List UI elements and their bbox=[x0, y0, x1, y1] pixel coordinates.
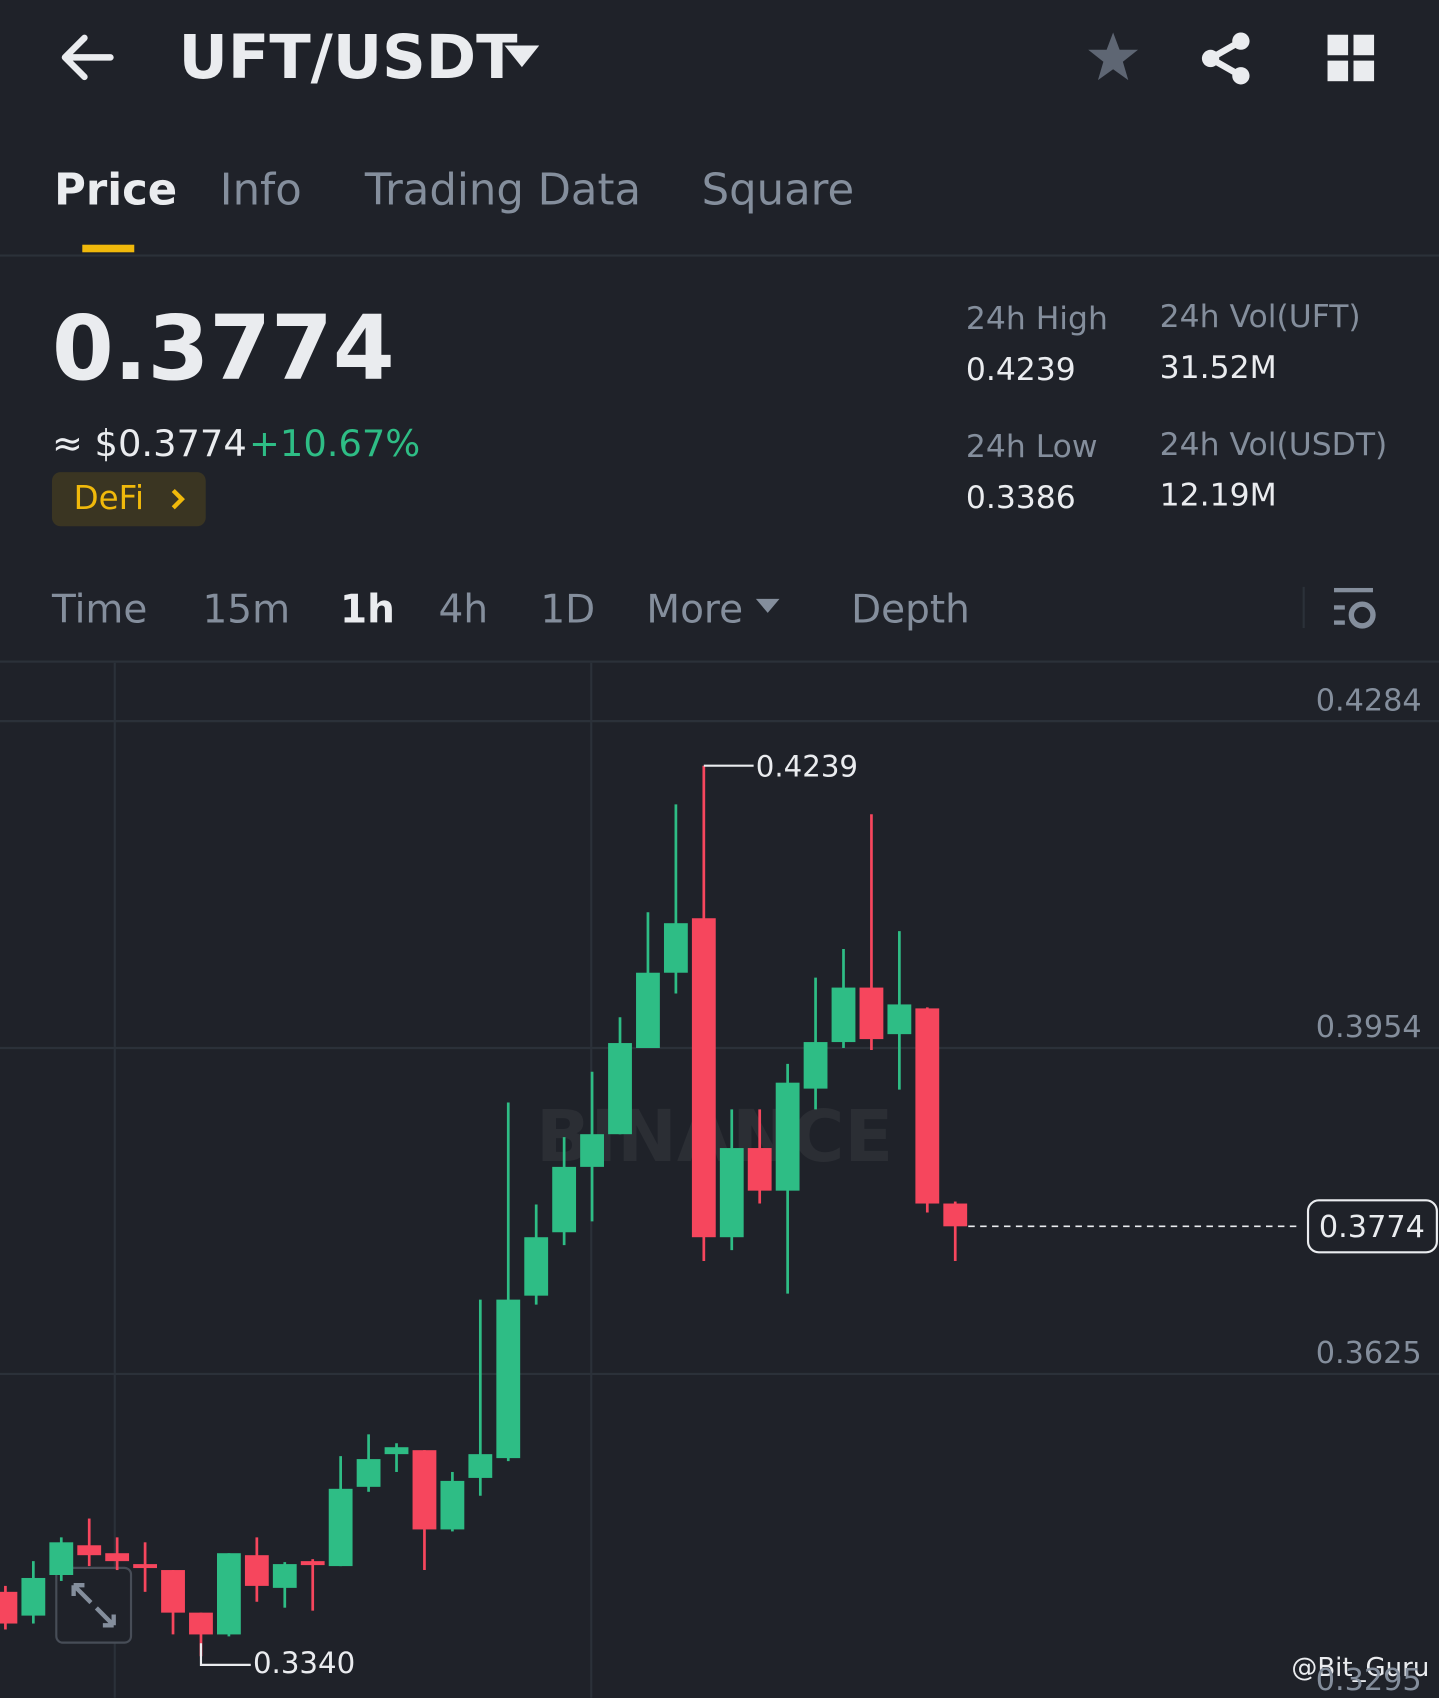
interval[interactable]: 1h bbox=[339, 587, 395, 633]
tab[interactable]: Info bbox=[219, 165, 302, 216]
interval[interactable]: Depth bbox=[851, 587, 970, 633]
stat-value: 31.52M bbox=[1159, 348, 1277, 386]
y-tick-label: 0.4284 bbox=[1316, 683, 1422, 718]
pair-dropdown[interactable] bbox=[504, 45, 540, 69]
stat-value: 12.19M bbox=[1159, 476, 1277, 514]
interval[interactable]: More bbox=[646, 587, 744, 633]
tag-badge[interactable]: DeFi bbox=[51, 472, 206, 527]
candle-body bbox=[272, 1564, 297, 1588]
more-dropdown[interactable] bbox=[755, 598, 780, 614]
candle-body bbox=[831, 987, 856, 1043]
divider bbox=[0, 660, 1439, 663]
candle-body bbox=[663, 923, 688, 973]
tab[interactable]: Square bbox=[701, 165, 855, 216]
last-price: 0.3774 bbox=[51, 297, 395, 401]
candle-body bbox=[608, 1043, 632, 1135]
candle-body bbox=[216, 1553, 241, 1635]
stat-label: 24h High bbox=[965, 299, 1108, 337]
candle-body bbox=[384, 1447, 409, 1455]
last-price-box bbox=[1306, 1199, 1438, 1254]
divider bbox=[0, 254, 1439, 257]
candle-body bbox=[0, 1591, 18, 1624]
credit: @Bit_Guru bbox=[1291, 1653, 1429, 1683]
candle-body bbox=[691, 918, 716, 1238]
y-tick-label: 0.3295 bbox=[1316, 1663, 1422, 1698]
candle-body bbox=[244, 1555, 269, 1586]
interval[interactable]: 1D bbox=[540, 587, 596, 633]
candle-body bbox=[300, 1561, 325, 1566]
tab[interactable]: Trading Data bbox=[364, 165, 642, 216]
candle-body bbox=[915, 1008, 940, 1204]
price-change: +10.67% bbox=[249, 422, 421, 466]
stat-value: 0.4239 bbox=[965, 350, 1076, 388]
candle-body bbox=[161, 1570, 185, 1613]
pair-title[interactable]: UFT/USDT bbox=[178, 22, 518, 94]
candle-body bbox=[636, 972, 660, 1049]
candle-body bbox=[133, 1564, 158, 1569]
min-marker-line bbox=[199, 1643, 251, 1666]
candlestick-chart: BINANCE @Bit_Guru 0.42840.39540.36250.32… bbox=[0, 662, 1439, 1698]
interval[interactable]: 15m bbox=[202, 587, 291, 633]
stat-label: 24h Vol(USDT) bbox=[1159, 425, 1388, 463]
stat-value: 0.3386 bbox=[965, 478, 1076, 516]
candle-body bbox=[440, 1480, 465, 1530]
stat-label: 24h Low bbox=[965, 427, 1098, 465]
chart-settings-icon[interactable] bbox=[1332, 586, 1377, 631]
interval[interactable]: 4h bbox=[438, 587, 489, 633]
candle-body bbox=[524, 1237, 549, 1296]
candle-body bbox=[943, 1203, 968, 1227]
candle-body bbox=[412, 1450, 437, 1530]
candle-body bbox=[328, 1488, 353, 1567]
stat-label: 24h Vol(UFT) bbox=[1159, 297, 1361, 335]
separator bbox=[1302, 586, 1305, 629]
candle-body bbox=[49, 1542, 74, 1575]
fiat-price: ≈ $0.3774 bbox=[51, 422, 247, 466]
tab[interactable]: Price bbox=[54, 165, 178, 216]
max-marker-label: 0.4239 bbox=[756, 750, 858, 784]
tag-text: DeFi bbox=[73, 479, 144, 518]
candle-body bbox=[803, 1042, 828, 1089]
interval[interactable]: Time bbox=[51, 587, 148, 633]
candle-body bbox=[775, 1082, 800, 1191]
candle-body bbox=[468, 1454, 493, 1478]
candle-body bbox=[77, 1545, 102, 1556]
share-icon[interactable] bbox=[1200, 30, 1254, 86]
min-marker-label: 0.3340 bbox=[253, 1646, 355, 1680]
candle-body bbox=[21, 1577, 46, 1616]
candle-body bbox=[859, 987, 884, 1040]
candle-body bbox=[496, 1299, 521, 1459]
chevron bbox=[171, 488, 185, 510]
candle-body bbox=[719, 1148, 744, 1238]
candle-body bbox=[189, 1612, 213, 1635]
back-button[interactable] bbox=[56, 32, 117, 82]
candle-body bbox=[552, 1166, 577, 1233]
candle-body bbox=[105, 1553, 130, 1562]
candle-body bbox=[887, 1004, 912, 1035]
y-tick-label: 0.3954 bbox=[1316, 1010, 1422, 1045]
candle-body bbox=[747, 1148, 772, 1191]
y-tick-label: 0.3625 bbox=[1316, 1336, 1422, 1371]
favorite-icon[interactable] bbox=[1086, 30, 1140, 84]
candle-body bbox=[356, 1459, 381, 1487]
layout-icon[interactable] bbox=[1327, 34, 1376, 83]
candle-body bbox=[580, 1134, 604, 1167]
fullscreen-button[interactable] bbox=[55, 1566, 133, 1644]
fullscreen-icon bbox=[71, 1583, 116, 1628]
tab-indicator bbox=[82, 244, 135, 253]
last-price-label: 0.3774 bbox=[1319, 1210, 1425, 1245]
